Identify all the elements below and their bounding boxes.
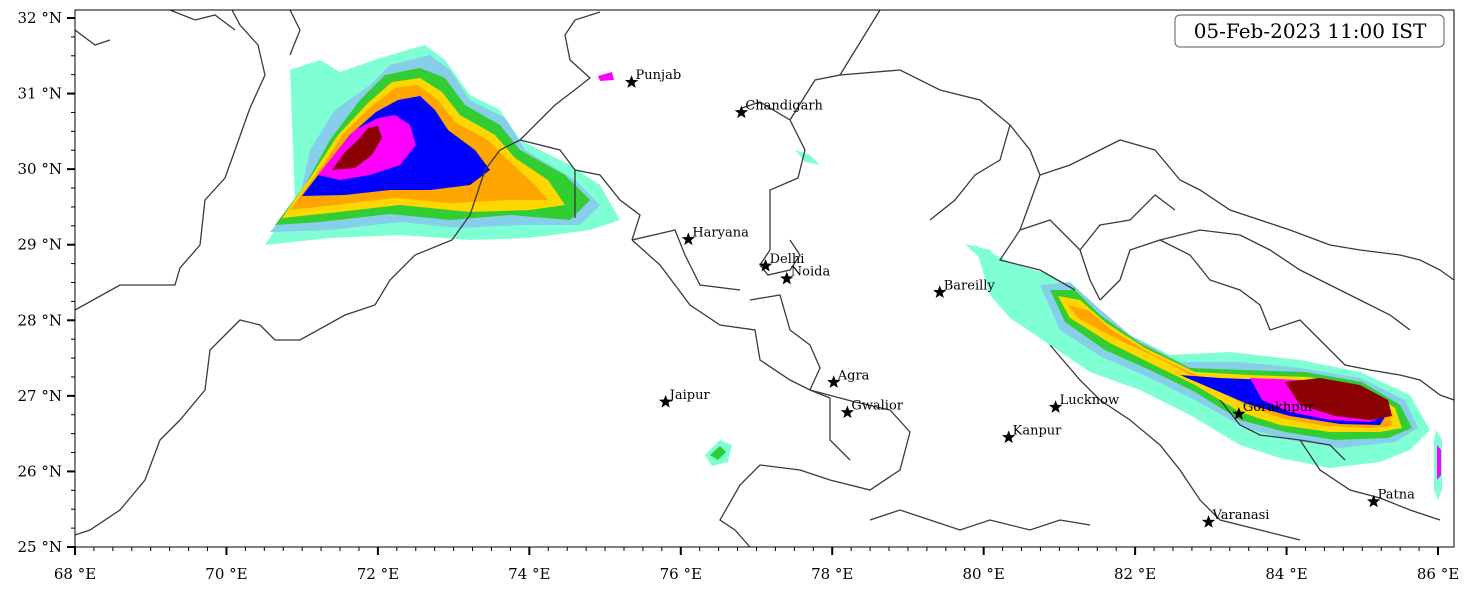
y-tick-label: 29 °N [18,236,62,254]
city-label: Delhi [770,252,805,267]
city-label: Chandigarh [745,98,823,113]
y-tick-label: 32 °N [18,9,62,27]
city-star-marker [624,75,639,88]
city-star-marker [1232,407,1246,420]
plot-background [75,10,1454,547]
y-axis: 25 °N 26 °N 27 °N 28 °N 29 °N 30 °N 31 °N 32 °N [18,9,75,556]
city-label: Varanasi [1212,508,1270,523]
y-tick-label: 27 °N [18,387,62,405]
city-label: Gorakhpur [1243,400,1315,415]
x-tick-label: 84 °E [1265,565,1307,583]
city-label: Jaipur [668,388,711,403]
plot-frame [74,9,1455,548]
city-star-marker [827,375,841,388]
timestamp-box: 05-Feb-2023 11:00 IST [1174,14,1445,48]
city-star-marker [758,258,773,272]
city-star-marker [933,285,947,298]
x-tick-label: 80 °E [963,565,1005,583]
city-label: Noida [791,265,831,280]
boundaries [75,10,1454,547]
city-star-marker [1201,515,1216,528]
x-tick-label: 86 °E [1417,565,1459,583]
x-tick-label: 82 °E [1114,565,1156,583]
city-label: Patna [1378,488,1416,503]
city-star-marker [681,232,695,246]
y-tick-label: 30 °N [18,160,62,178]
y-tick-label: 28 °N [18,311,62,329]
x-axis: 68 °E 70 °E 72 °E 74 °E 76 °E 78 °E 80 °E 82 °E… [54,547,1459,583]
city-label: Gwalior [851,398,903,413]
city-star-marker [1002,430,1016,444]
x-tick-label: 72 °E [357,565,399,583]
city-label: Punjab [636,68,682,83]
timestamp-label: 05-Feb-2023 11:00 IST [1194,19,1427,43]
city-label: Kanpur [1013,423,1063,438]
storm-band-east [975,245,1442,500]
x-tick-label: 74 °E [508,565,550,583]
city-star-marker [1367,494,1381,508]
city-label: Lucknow [1060,393,1120,408]
storm-cells-scattered [598,72,1000,466]
storm-band-west [265,45,620,245]
city-star-marker [734,105,748,119]
city-label: Bareilly [944,278,996,293]
city-label: Haryana [692,225,749,240]
x-tick-label: 78 °E [811,565,853,583]
city-star-marker [659,394,673,408]
y-tick-label: 31 °N [18,85,62,103]
y-tick-label: 25 °N [18,538,62,556]
city-star-marker [840,405,854,419]
x-tick-label: 68 °E [54,565,96,583]
x-tick-label: 76 °E [660,565,702,583]
city-label: Agra [837,368,870,383]
city-star-marker [1048,400,1063,413]
y-tick-label: 26 °N [18,462,62,480]
x-tick-label: 70 °E [205,565,247,583]
city-star-marker [780,271,794,285]
